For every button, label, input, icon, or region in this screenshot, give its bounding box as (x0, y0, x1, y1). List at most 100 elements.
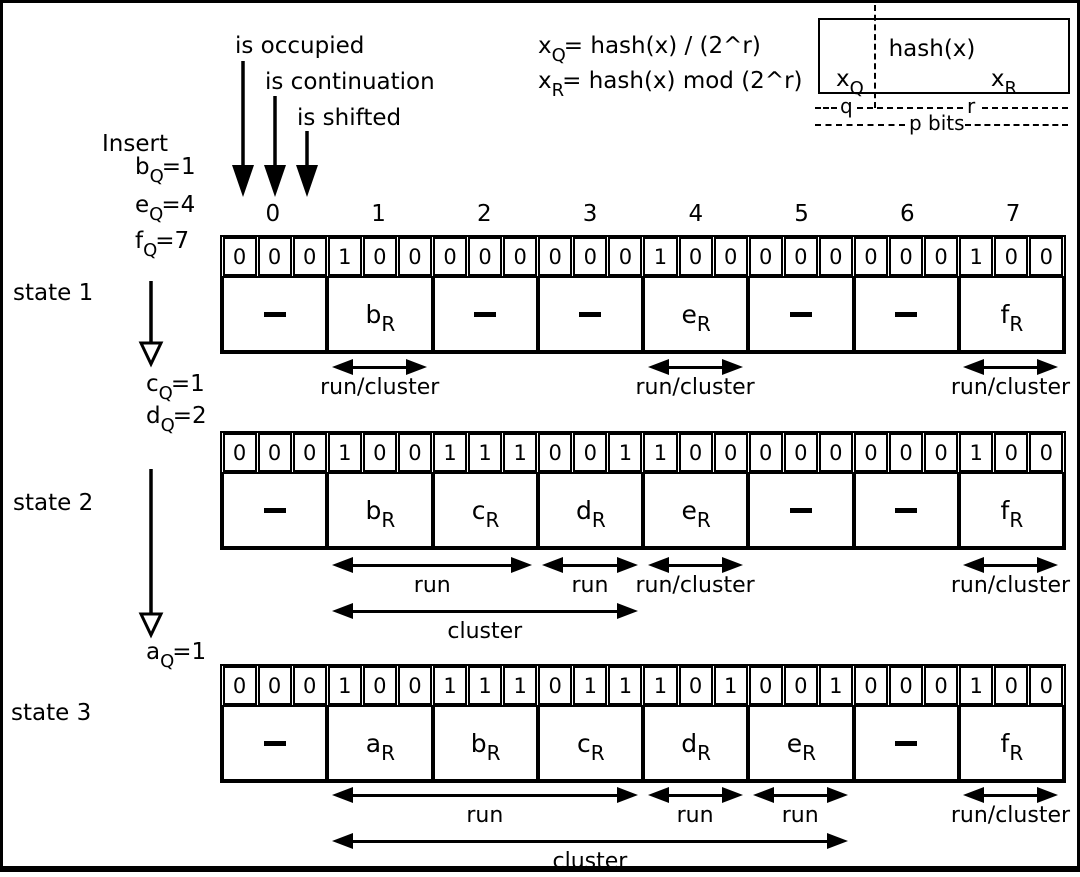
diagram-canvas: is occupied is continuation is shifted x… (3, 3, 1077, 873)
slot-index-label: 5 (794, 201, 809, 227)
empty-slot-dash (474, 311, 497, 317)
hash-box-xq: xQ (836, 65, 864, 99)
bit-cell: 0 (1029, 666, 1064, 705)
bit-cell: 1 (432, 433, 468, 472)
bit-cell: 0 (748, 666, 783, 705)
arrow-head-right (721, 787, 743, 803)
span-annotation-label: run (413, 573, 451, 598)
span-annotation: run (752, 787, 848, 827)
double-headed-arrow (542, 557, 638, 573)
q-bits-label: q (840, 94, 853, 118)
bit-cell: 0 (994, 237, 1029, 276)
state2-label: state 2 (13, 490, 94, 516)
double-headed-arrow (332, 557, 533, 573)
slot-value-cell (222, 276, 328, 352)
span-annotation-label: run (571, 573, 609, 598)
bit-cell: 1 (573, 666, 608, 705)
bit-cell: 0 (573, 237, 608, 276)
bit-cell: 0 (678, 433, 713, 472)
arrow-head-right (721, 557, 743, 573)
arrow-head-right (826, 787, 848, 803)
slot-value-cell (222, 472, 328, 548)
double-headed-arrow (962, 359, 1058, 375)
slot-index-label: 7 (1005, 201, 1021, 227)
hash-box-xr: xR (990, 65, 1017, 99)
bit-cell: 0 (397, 666, 432, 705)
span-annotation: cluster (332, 833, 848, 873)
arrow-head-right (511, 557, 533, 573)
double-headed-arrow (332, 787, 638, 803)
double-headed-arrow (752, 787, 848, 803)
bit-cell: 1 (643, 433, 678, 472)
bit-cell: 0 (853, 237, 888, 276)
bit-cell: 1 (503, 433, 538, 472)
bit-cell: 0 (362, 666, 397, 705)
double-headed-arrow (962, 787, 1058, 803)
span-annotation: run/cluster (635, 557, 755, 597)
bit-cell: 1 (713, 666, 748, 705)
arrow-head-right (1037, 557, 1058, 573)
slot-value-cell (748, 276, 854, 352)
empty-slot-dash (895, 740, 918, 746)
slot-value-cell (432, 276, 538, 352)
bit-cell: 0 (994, 666, 1029, 705)
bit-cell: 0 (924, 433, 959, 472)
p-bits-label: p bits (909, 111, 965, 135)
bit-cell: 0 (292, 433, 327, 472)
slot-value-cell (537, 276, 643, 352)
bit-cell: 1 (959, 237, 994, 276)
bit-cell: 0 (713, 237, 748, 276)
insert-item-e: eQ=4 (135, 192, 196, 225)
arrow-head-right (1037, 787, 1058, 803)
bit-cell: 0 (748, 433, 783, 472)
double-headed-arrow (647, 557, 743, 573)
bit-cell: 0 (362, 433, 397, 472)
span-annotation: cluster (332, 603, 638, 644)
bit-cell: 0 (432, 237, 468, 276)
bit-cell: 0 (1029, 237, 1064, 276)
bit-cell: 0 (818, 237, 853, 276)
span-annotation: run/cluster (951, 557, 1070, 597)
double-headed-arrow (332, 833, 848, 849)
bit-cell: 0 (538, 237, 573, 276)
bit-cell: 1 (327, 237, 362, 276)
slot-index-row: 0 1 2 3 4 5 6 7 (220, 201, 1066, 227)
bit-cell: 1 (608, 433, 643, 472)
empty-slot-dash (789, 507, 812, 513)
insert-item-f: fQ=7 (135, 228, 190, 261)
bit-cell: 0 (573, 433, 608, 472)
bit-cell: 0 (397, 237, 432, 276)
bit-cell: 0 (994, 433, 1029, 472)
double-headed-arrow (332, 359, 428, 375)
is-continuation-arrow (264, 96, 286, 197)
p-dash-left (815, 124, 905, 126)
span-annotation: run/cluster (635, 359, 755, 399)
arrow-head-right (616, 603, 638, 619)
slot-index-label: 1 (371, 201, 386, 227)
transition-arrow-2 (138, 469, 164, 639)
bit-cell: 1 (959, 433, 994, 472)
bit-cell: 0 (1029, 433, 1064, 472)
slot-value-cell (853, 276, 959, 352)
slot-index-label: 2 (477, 201, 492, 227)
insert-title: Insert (102, 131, 168, 157)
span-annotation-label: cluster (447, 619, 523, 644)
arrow-head-right (826, 833, 848, 849)
annotations-state1: run/cluster run/cluster run/cluster (222, 359, 1070, 449)
bit-cell: 0 (783, 666, 818, 705)
bit-cell: 0 (257, 433, 292, 472)
span-annotation: run/cluster (951, 359, 1070, 399)
bit-cell: 1 (643, 666, 678, 705)
bit-cell: 0 (783, 237, 818, 276)
